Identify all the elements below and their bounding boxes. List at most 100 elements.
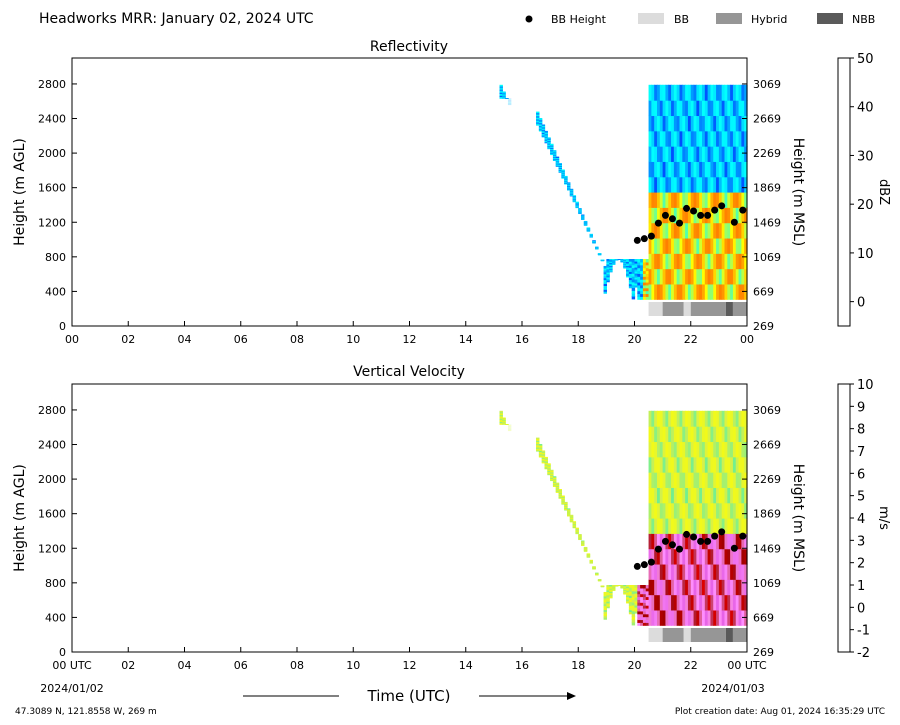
field-cell bbox=[724, 502, 728, 519]
field-cell bbox=[710, 253, 714, 270]
field-cell bbox=[657, 100, 661, 117]
field-cell bbox=[547, 147, 551, 150]
field-cell bbox=[499, 420, 503, 422]
field-cell bbox=[642, 619, 647, 623]
field-cell bbox=[550, 145, 554, 147]
field-cell bbox=[741, 253, 745, 270]
field-cell bbox=[631, 278, 636, 283]
field-cell bbox=[536, 113, 540, 116]
field-cell bbox=[628, 279, 633, 283]
field-cell bbox=[676, 548, 681, 565]
field-cell bbox=[499, 96, 503, 98]
field-cell bbox=[671, 594, 675, 611]
field-cell bbox=[693, 146, 697, 162]
field-cell bbox=[699, 487, 703, 504]
field-cell bbox=[724, 283, 728, 300]
field-cell bbox=[671, 100, 675, 117]
field-cell bbox=[499, 421, 503, 423]
y-tick-right-label: 1869 bbox=[753, 182, 781, 195]
field-cell bbox=[631, 604, 636, 609]
field-cell bbox=[730, 518, 734, 534]
field-cell bbox=[547, 144, 551, 146]
field-cell bbox=[710, 563, 714, 580]
field-cell bbox=[727, 518, 731, 534]
field-cell bbox=[665, 502, 669, 519]
field-cell bbox=[634, 260, 638, 264]
field-cell bbox=[727, 161, 731, 178]
field-cell bbox=[744, 441, 748, 458]
field-cell bbox=[555, 160, 560, 163]
field-cell bbox=[668, 548, 672, 565]
field-cell bbox=[707, 192, 712, 208]
field-cell bbox=[682, 487, 686, 504]
field-cell bbox=[645, 590, 650, 595]
bb-height-marker bbox=[718, 202, 726, 210]
field-cell bbox=[741, 472, 745, 488]
field-cell bbox=[659, 222, 664, 239]
field-cell bbox=[710, 237, 714, 254]
field-cell bbox=[552, 478, 557, 480]
field-cell bbox=[595, 572, 599, 574]
field-cell bbox=[673, 207, 678, 224]
field-cell bbox=[648, 456, 652, 473]
field-cell bbox=[690, 115, 695, 132]
field-cell bbox=[499, 414, 503, 417]
field-cell bbox=[640, 610, 644, 615]
field-cell bbox=[642, 276, 647, 280]
field-cell bbox=[735, 533, 740, 550]
field-cell bbox=[690, 410, 695, 427]
bb-height-marker bbox=[730, 218, 738, 226]
field-cell bbox=[541, 454, 546, 457]
field-cell bbox=[690, 253, 695, 270]
field-cell bbox=[623, 587, 627, 589]
field-cell bbox=[538, 445, 543, 448]
field-cell bbox=[721, 548, 726, 565]
field-cell bbox=[637, 622, 641, 626]
reflectivity-colorbar-label: dBZ bbox=[876, 179, 891, 205]
field-cell bbox=[702, 548, 706, 565]
field-cell bbox=[606, 280, 610, 283]
field-cell bbox=[730, 146, 734, 162]
field-cell bbox=[597, 253, 602, 254]
field-cell bbox=[547, 468, 551, 471]
field-cell bbox=[716, 253, 720, 270]
field-cell bbox=[609, 265, 613, 267]
field-cell bbox=[730, 456, 734, 473]
field-cell bbox=[538, 444, 543, 447]
field-cell bbox=[642, 267, 647, 272]
field-cell bbox=[631, 602, 636, 606]
field-cell bbox=[626, 586, 630, 589]
field-cell bbox=[738, 176, 742, 193]
y-tick-label: 2400 bbox=[38, 113, 66, 126]
reflectivity-title: Reflectivity bbox=[370, 39, 448, 55]
field-cell bbox=[668, 609, 672, 626]
field-cell bbox=[673, 253, 678, 270]
bb-type-segment bbox=[662, 302, 684, 316]
field-cell bbox=[634, 586, 638, 590]
field-cell bbox=[704, 456, 709, 473]
field-cell bbox=[642, 293, 647, 297]
field-cell bbox=[735, 161, 740, 178]
field-cell bbox=[687, 441, 692, 458]
y-tick-right-label: 1869 bbox=[753, 508, 781, 521]
field-cell bbox=[716, 161, 720, 178]
field-cell bbox=[659, 518, 664, 534]
field-cell bbox=[693, 456, 697, 473]
field-cell bbox=[541, 451, 546, 453]
field-cell bbox=[687, 207, 692, 224]
field-cell bbox=[738, 283, 742, 300]
field-cell bbox=[685, 594, 689, 611]
field-cell bbox=[704, 426, 709, 443]
field-cell bbox=[550, 472, 554, 474]
field-cell bbox=[730, 563, 734, 580]
field-cell bbox=[654, 410, 658, 427]
bb-height-marker bbox=[654, 219, 662, 227]
field-cell bbox=[609, 590, 613, 592]
field-cell bbox=[682, 130, 686, 147]
field-cell bbox=[552, 157, 557, 159]
field-cell bbox=[662, 502, 667, 519]
field-cell bbox=[550, 469, 554, 472]
field-cell bbox=[693, 268, 697, 285]
field-cell bbox=[662, 472, 667, 488]
field-cell bbox=[561, 176, 565, 178]
